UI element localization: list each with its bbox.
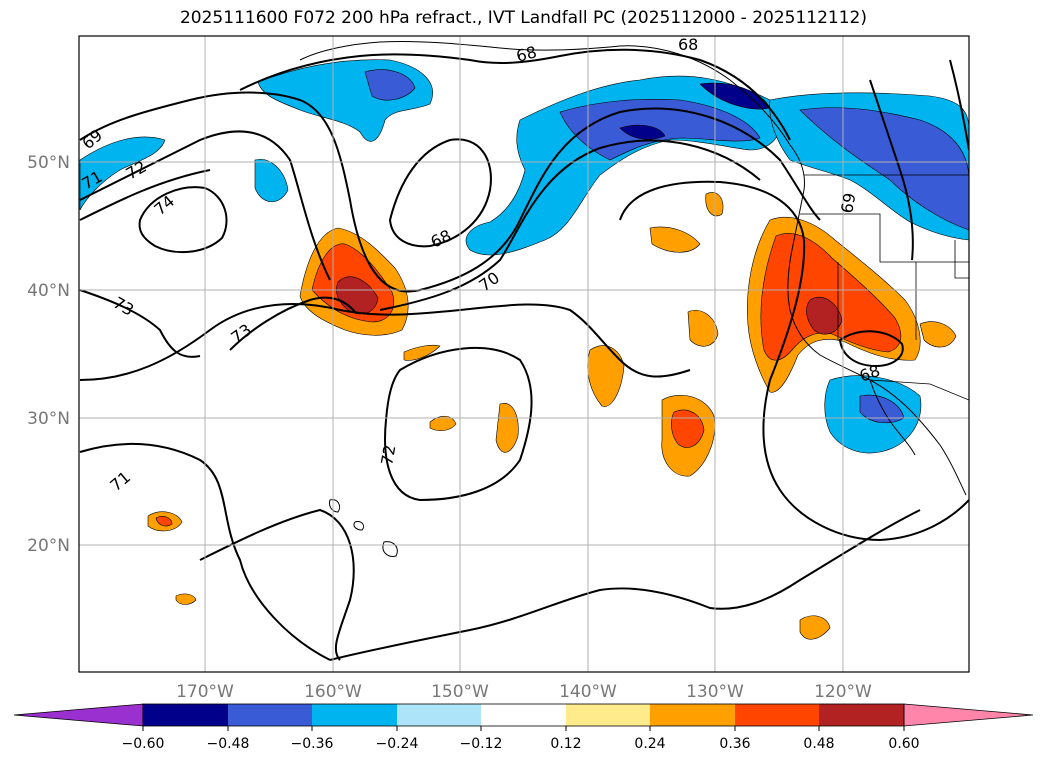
- colorbar-tick-label: −0.12: [460, 736, 503, 752]
- shade-pos-coast-red: [760, 233, 902, 361]
- lat-label-30: 30°N: [27, 409, 70, 429]
- contour-label-68-a: 68: [514, 42, 539, 66]
- contour-73-west: [79, 289, 201, 358]
- political-borders: [800, 174, 969, 401]
- graticule: [79, 36, 969, 672]
- coast-west-us: [787, 189, 967, 496]
- shade-pos-b10: [175, 593, 197, 605]
- lon-label-160w: 160°W: [304, 682, 362, 702]
- colorbar-segment: [650, 704, 735, 726]
- contour-southern-sweep: [329, 509, 921, 661]
- shade-pos-coast-darkred: [806, 296, 843, 335]
- lat-label-40: 40°N: [27, 281, 70, 301]
- colorbar-segment: [397, 704, 481, 726]
- coast-hawaii-1: [329, 499, 341, 513]
- lat-label-50: 50°N: [27, 153, 70, 173]
- colorbar-tick-label: 0.36: [719, 736, 750, 752]
- shade-pos-mid-red: [671, 409, 705, 448]
- border-state-d: [954, 240, 969, 279]
- colorbar-tick-label: 0.48: [803, 736, 834, 752]
- shade-pos-b6-red: [155, 516, 173, 527]
- colorbar-tick-label: −0.48: [207, 736, 250, 752]
- refractivity-contours: [79, 48, 969, 661]
- map-title: 2025111600 F072 200 hPa refract., IVT La…: [179, 8, 867, 28]
- colorbar-tick-labels: −0.60 −0.48 −0.36 −0.24 −0.12 0.12 0.24 …: [122, 736, 920, 752]
- longitude-labels: 170°W 160°W 150°W 140°W 130°W 120°W: [176, 682, 872, 702]
- coast-hawaii-2: [353, 521, 365, 531]
- coast-alaska: [299, 40, 805, 191]
- lon-label-150w: 150°W: [431, 682, 489, 702]
- shade-pos-b3: [495, 403, 519, 453]
- contour-large-loop: [619, 180, 969, 542]
- contour-71-north: [79, 130, 331, 281]
- colorbar-tick-label: −0.24: [376, 736, 419, 752]
- contour-73-mid: [229, 296, 356, 351]
- shade-pos-b7: [799, 615, 831, 640]
- shade-gulf-blue-dark: [619, 124, 666, 140]
- lon-label-140w: 140°W: [559, 682, 617, 702]
- contour-68-center: [388, 138, 492, 248]
- colorbar-tick-label: 0.12: [550, 736, 581, 752]
- shade-pos-b4: [649, 226, 701, 253]
- colorbar-tick-label: −0.36: [291, 736, 334, 752]
- contour-east-edge: [949, 59, 969, 151]
- colorbar-tick-label: 0.24: [634, 736, 665, 752]
- contour-68-north: [239, 48, 791, 141]
- shade-pos-b9: [919, 321, 957, 348]
- colorbar-ticks: [142, 726, 905, 731]
- colorbar-segment: [228, 704, 312, 726]
- colorbar-segment: [312, 704, 397, 726]
- shade-mid-blue-strip: [254, 159, 289, 203]
- lat-label-20: 20°N: [27, 536, 70, 556]
- colorbar-frame: [142, 703, 905, 727]
- coastlines: [299, 40, 967, 557]
- shade-north-blue-1-dark: [364, 69, 416, 101]
- contour-72-oval: [384, 346, 533, 502]
- colorbar-segment: [481, 704, 566, 726]
- contour-southwest: [199, 508, 355, 661]
- border-state-a: [800, 213, 969, 263]
- coast-baja: [869, 379, 916, 456]
- contour-72-north: [79, 169, 211, 221]
- colorbar-segment: [819, 704, 904, 726]
- contour-label-68-b: 68: [678, 35, 698, 54]
- coast-hawaii-3: [382, 541, 398, 557]
- contour-subtropical: [79, 303, 691, 381]
- border-mexico: [869, 379, 969, 401]
- contour-east-ridge: [869, 79, 914, 261]
- lon-label-120w: 120°W: [814, 682, 872, 702]
- shade-pos-b11: [429, 415, 457, 431]
- contour-label-72-b: 72: [377, 443, 399, 466]
- colorbar-extend-low: [13, 703, 144, 727]
- contour-74-loop: [138, 186, 228, 254]
- latitude-labels: 50°N 40°N 30°N 20°N: [27, 153, 70, 556]
- contour-68-sw: [838, 330, 904, 368]
- contour-label-69-b: 69: [837, 191, 859, 214]
- colorbar-tick-label: 0.60: [888, 736, 919, 752]
- colorbar-segment: [143, 704, 228, 726]
- shade-pos-b1: [587, 345, 625, 407]
- lon-label-170w: 170°W: [176, 682, 234, 702]
- colorbar-extend-high: [903, 703, 1034, 727]
- colorbar-segment: [735, 704, 819, 726]
- map-frame: [78, 35, 970, 673]
- lon-label-130w: 130°W: [686, 682, 744, 702]
- shade-pos-b8: [403, 344, 441, 361]
- colorbar: −0.60 −0.48 −0.36 −0.24 −0.12 0.12 0.24 …: [13, 703, 1034, 752]
- shade-pos-b2: [687, 310, 719, 347]
- contour-71-south: [79, 442, 331, 661]
- colorbar-segment: [566, 704, 650, 726]
- colorbar-tick-label: −0.60: [122, 736, 165, 752]
